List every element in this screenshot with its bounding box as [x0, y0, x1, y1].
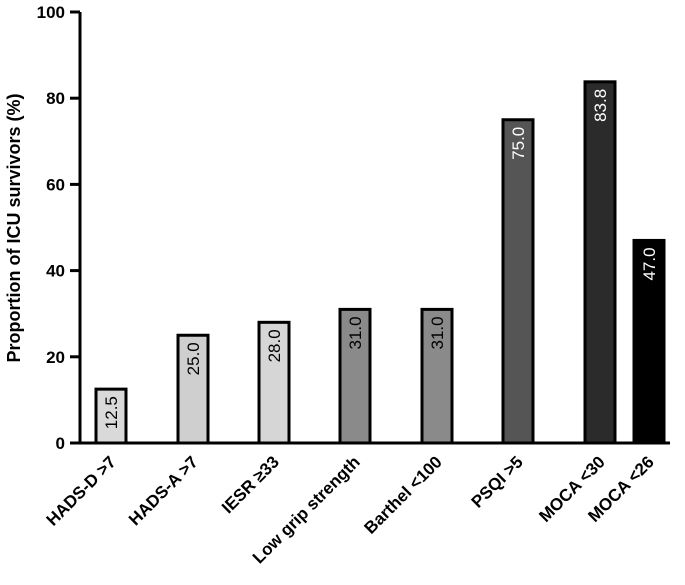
- y-tick-label: 60: [46, 175, 65, 194]
- y-tick-label: 80: [46, 89, 65, 108]
- bar-value-label: 31.0: [428, 316, 447, 349]
- bar: [583, 80, 617, 445]
- bars: 12.5 25.0 28.0 31.0 31.0 75.0 83.8 47.0: [94, 80, 666, 445]
- bar: [501, 118, 535, 445]
- y-tick-label: 100: [37, 3, 65, 22]
- bar-value-label: 83.8: [591, 89, 610, 122]
- bar-value-label: 75.0: [509, 127, 528, 160]
- y-tick-label: 0: [56, 434, 65, 453]
- x-category-label: HADS-D >7: [43, 452, 120, 529]
- bar: [176, 333, 210, 445]
- bar-value-label: 12.5: [102, 396, 121, 429]
- y-tick-label: 40: [46, 262, 65, 281]
- y-tick-label: 20: [46, 348, 65, 367]
- bar-value-label: 47.0: [640, 247, 659, 280]
- y-axis: 0 20 40 60 80 100: [37, 3, 82, 453]
- x-category-label: Barthel <100: [361, 452, 446, 537]
- bar-value-label: 31.0: [346, 316, 365, 349]
- bar-value-label: 28.0: [265, 329, 284, 362]
- bar-value-label: 25.0: [184, 342, 203, 375]
- bar: [257, 320, 291, 445]
- x-category-label: IESR ≥33: [218, 452, 283, 517]
- x-category-label: HADS-A >7: [125, 452, 202, 529]
- bar: [632, 238, 666, 445]
- x-category-label: PSQI >5: [468, 452, 527, 511]
- bar: [420, 307, 454, 445]
- y-axis-title: Proportion of ICU survivors (%): [4, 93, 24, 362]
